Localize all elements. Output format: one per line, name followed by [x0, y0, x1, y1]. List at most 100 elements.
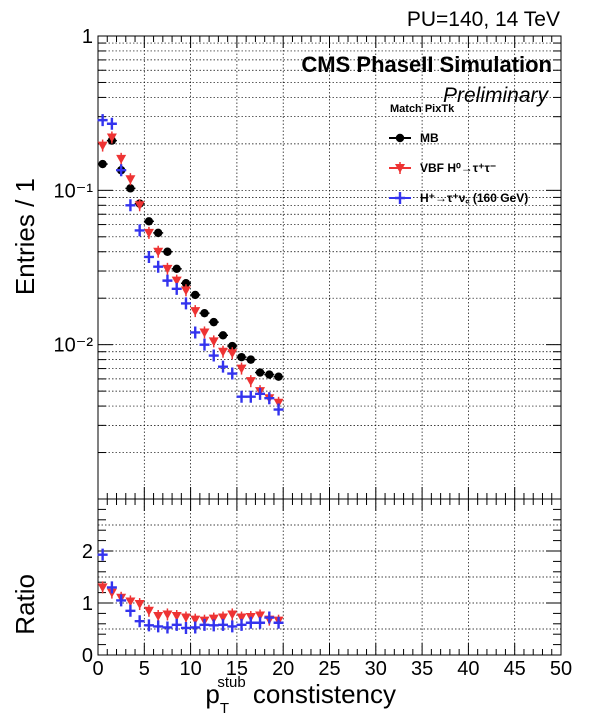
- point-mb: [255, 368, 265, 377]
- x-tick-label: 5: [139, 658, 150, 680]
- ratio-y-tick-label: 0: [82, 645, 93, 667]
- x-axis-title-text: constistency: [246, 679, 396, 709]
- point-mb: [274, 372, 283, 381]
- x-tick-label: 45: [504, 658, 526, 680]
- point-chargedhiggs: [134, 224, 145, 237]
- point-chargedhiggs: [190, 326, 201, 339]
- point-chargedhiggs: [199, 338, 210, 351]
- point-vbf: [153, 247, 164, 257]
- legend-markers: [389, 133, 411, 204]
- ratio-point-chargedhiggs: [227, 620, 238, 633]
- point-chargedhiggs: [208, 349, 219, 362]
- main-panel-markers: [97, 114, 284, 416]
- point-vbf: [273, 398, 284, 408]
- legend-entry-mb: MB: [420, 131, 439, 145]
- ratio-point-vbf: [162, 610, 173, 620]
- point-vbf: [143, 228, 154, 238]
- x-tick-label: 50: [550, 658, 572, 680]
- run-info-label: PU=140, 14 TeV: [407, 8, 560, 31]
- ratio-point-chargedhiggs: [264, 611, 275, 624]
- ratio-point-vbf: [153, 612, 164, 621]
- point-mb: [191, 290, 200, 300]
- point-vbf: [116, 154, 127, 164]
- point-chargedhiggs: [273, 403, 284, 416]
- legend-entry-vbf: VBF H⁰→τ⁺τ⁻: [420, 161, 496, 175]
- legend-marker-vbf: [395, 164, 405, 173]
- ratio-point-vbf: [190, 615, 201, 625]
- ratio-point-chargedhiggs: [245, 616, 256, 629]
- status-label: Preliminary: [443, 84, 550, 107]
- ratio-y-axis-title: Ratio: [10, 574, 40, 635]
- x-axis-title-subscript: T: [220, 700, 229, 717]
- ratio-point-vbf: [97, 583, 108, 593]
- ratio-panel-markers: [97, 548, 284, 634]
- legend-entry-chargedhiggs: H⁺→τ⁺ν꜀ (160 GeV): [420, 191, 528, 205]
- experiment-label: CMS PhaseII Simulation: [301, 52, 552, 77]
- ratio-y-tick-label: 2: [82, 541, 93, 563]
- ratio-y-tick-label: 1: [82, 593, 93, 615]
- legend: Match PixTk MB VBF H⁰→τ⁺τ⁻ H⁺→τ⁺ν꜀ (160 …: [389, 103, 528, 205]
- x-tick-label: 30: [365, 658, 387, 680]
- point-chargedhiggs: [236, 390, 247, 403]
- ratio-point-chargedhiggs: [199, 618, 210, 631]
- x-axis-title-symbol: p: [205, 679, 219, 709]
- ratio-point-vbf: [180, 613, 191, 623]
- ratio-point-chargedhiggs: [106, 581, 117, 594]
- ratio-point-vbf: [218, 613, 229, 623]
- point-mb: [209, 317, 218, 327]
- x-tick-label: 20: [272, 658, 294, 680]
- ratio-point-chargedhiggs: [236, 618, 247, 631]
- point-vbf: [134, 201, 145, 211]
- ratio-point-vbf: [134, 600, 145, 610]
- ratio-point-chargedhiggs: [180, 621, 191, 634]
- ratio-point-chargedhiggs: [255, 616, 266, 629]
- point-vbf: [97, 141, 108, 151]
- ratio-point-chargedhiggs: [143, 619, 154, 632]
- point-chargedhiggs: [97, 114, 108, 127]
- main-y-tick-label: 10⁻²: [54, 335, 94, 357]
- ratio-point-vbf: [125, 597, 136, 607]
- point-vbf: [125, 175, 136, 185]
- point-mb: [98, 159, 107, 169]
- point-chargedhiggs: [106, 117, 117, 130]
- point-mb: [153, 228, 163, 238]
- point-mb: [126, 184, 135, 193]
- x-tick-label: 10: [179, 658, 201, 680]
- point-chargedhiggs: [153, 260, 164, 273]
- point-vbf: [227, 349, 238, 359]
- ratio-point-chargedhiggs: [273, 616, 284, 629]
- point-mb: [218, 331, 228, 340]
- point-chargedhiggs: [171, 282, 182, 295]
- point-mb: [228, 341, 237, 351]
- x-tick-label: 40: [457, 658, 479, 680]
- point-chargedhiggs: [227, 367, 238, 380]
- ratio-point-chargedhiggs: [153, 620, 164, 633]
- ratio-point-vbf: [236, 613, 247, 623]
- point-chargedhiggs: [143, 250, 154, 263]
- point-chargedhiggs: [218, 360, 229, 373]
- ratio-point-chargedhiggs: [134, 615, 145, 628]
- point-chargedhiggs: [255, 387, 266, 400]
- main-y-axis-title: Entries / 1: [10, 178, 40, 295]
- point-mb: [144, 217, 154, 226]
- point-vbf: [190, 307, 201, 317]
- axis-tick-labels: 0 5 10 15 20 25 30 35 40 45 50 0 1 2 10⁻² 10⁻¹ 1: [54, 26, 573, 680]
- point-mb: [200, 308, 209, 318]
- point-vbf: [218, 347, 229, 357]
- x-tick-label: 35: [411, 658, 433, 680]
- ratio-point-vbf: [255, 611, 266, 621]
- ratio-point-vbf: [208, 614, 219, 624]
- ratio-point-vbf: [171, 612, 182, 621]
- point-vbf: [208, 337, 219, 347]
- point-mb: [246, 355, 255, 364]
- ratio-point-chargedhiggs: [171, 618, 182, 631]
- ratio-point-chargedhiggs: [97, 548, 108, 561]
- point-vbf: [162, 264, 173, 274]
- point-chargedhiggs: [264, 392, 275, 405]
- main-y-tick-label: 10⁻¹: [54, 180, 94, 202]
- point-mb: [237, 352, 246, 362]
- point-chargedhiggs: [180, 297, 191, 310]
- ratio-point-chargedhiggs: [162, 621, 173, 634]
